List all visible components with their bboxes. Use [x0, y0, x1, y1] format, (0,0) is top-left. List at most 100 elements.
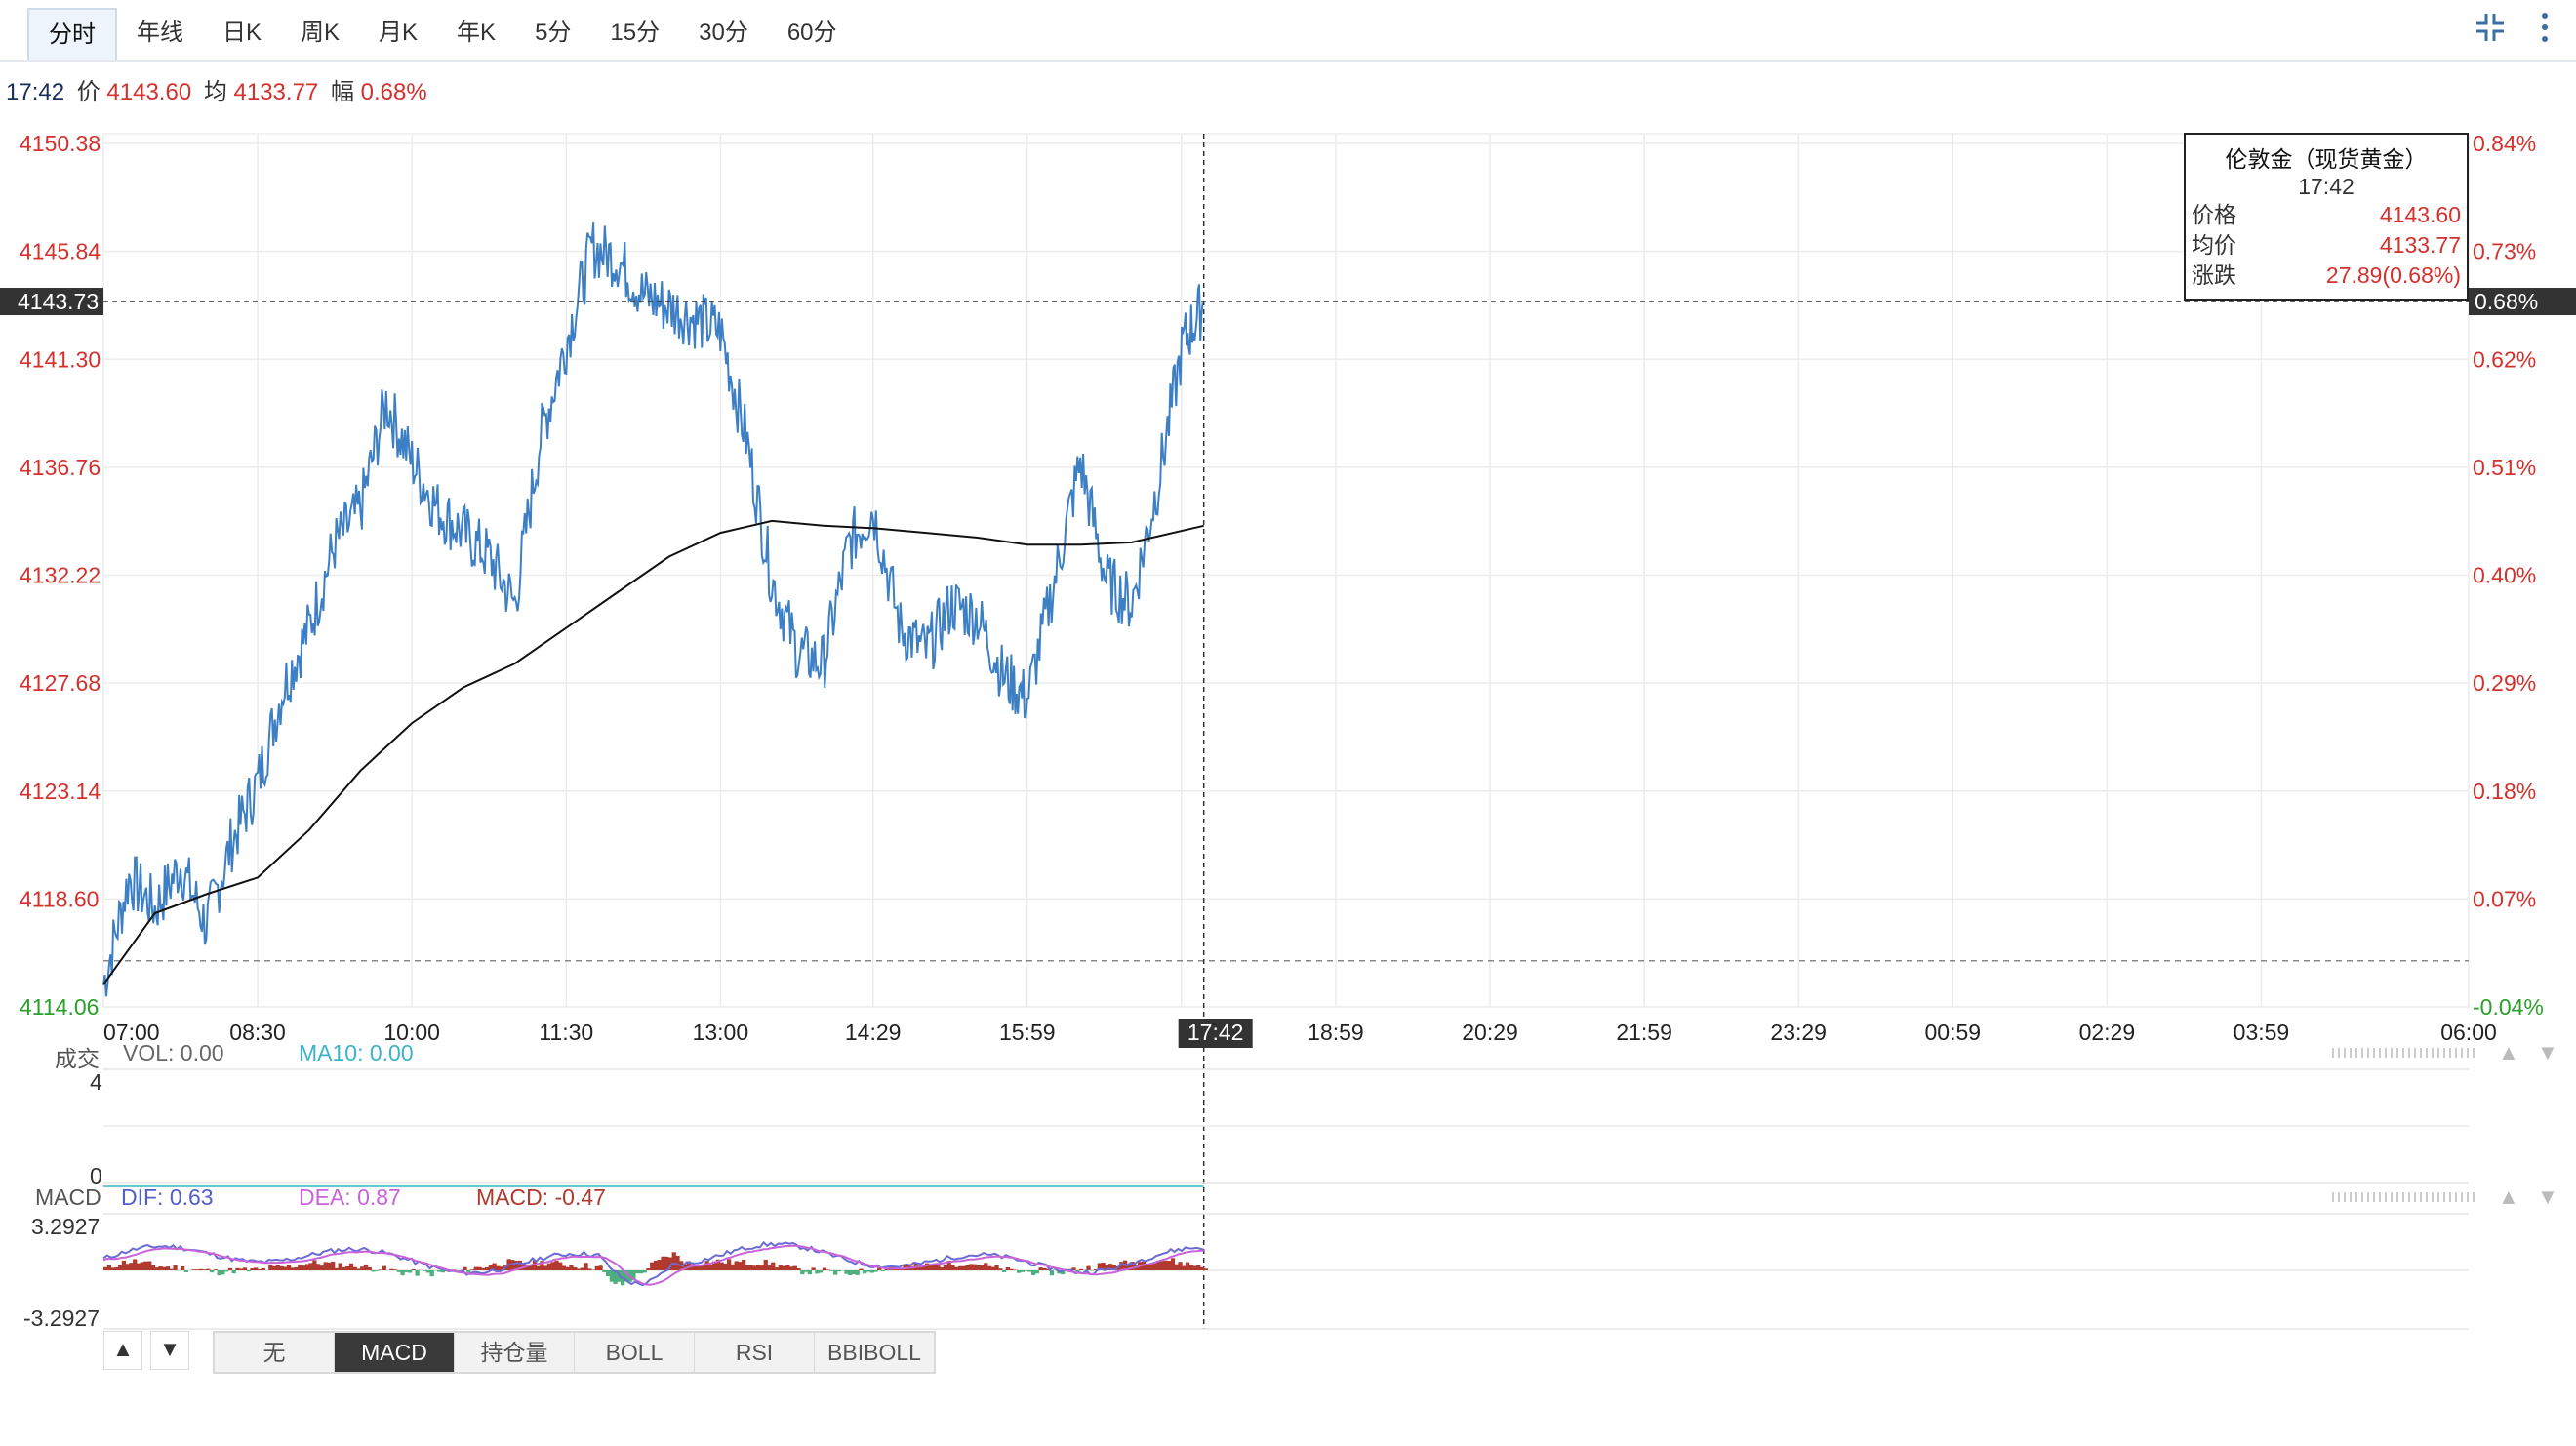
indicator-tab-2[interactable]: 持仓量 [455, 1333, 575, 1372]
macd-bar [727, 1259, 732, 1270]
macd-bar [356, 1268, 361, 1270]
x-tick: 13:00 [693, 1020, 749, 1045]
macd-bar [782, 1265, 786, 1270]
macd-bar [851, 1270, 857, 1275]
macd-bar [998, 1268, 1003, 1270]
tab-0[interactable]: 分时 [27, 8, 117, 60]
macd-bar [767, 1265, 772, 1270]
macd-down-icon[interactable]: ▼ [2537, 1185, 2558, 1209]
macd-bar [756, 1265, 761, 1270]
indicator-tab-4[interactable]: RSI [695, 1333, 815, 1372]
macd-bar [1078, 1268, 1084, 1270]
macd-bar [165, 1266, 171, 1270]
macd-bar [796, 1268, 801, 1270]
macd-bar [217, 1270, 221, 1276]
macd-bar [1145, 1265, 1149, 1270]
macd-bar [1016, 1270, 1022, 1273]
tab-3[interactable]: 周K [301, 20, 341, 46]
macd-bar [661, 1256, 665, 1270]
indicator-tab-3[interactable]: BOLL [575, 1333, 695, 1372]
macd-bar [294, 1266, 299, 1270]
tab-5[interactable]: 年K [457, 20, 497, 46]
macd-bar [378, 1269, 383, 1270]
macd-bar [925, 1263, 930, 1270]
x-tick: 03:59 [2234, 1020, 2290, 1045]
macd-bar [976, 1265, 981, 1270]
macd-bar [807, 1270, 812, 1275]
macd-bar [961, 1265, 966, 1270]
macd-bar [158, 1266, 163, 1270]
macd-bar [719, 1262, 724, 1270]
macd-bar [481, 1267, 486, 1270]
macd-bar [469, 1269, 475, 1270]
tab-4[interactable]: 月K [379, 20, 419, 46]
macd-bar [657, 1259, 662, 1270]
macd-bar [863, 1270, 867, 1274]
macd-bar [664, 1256, 669, 1270]
macd-bar [198, 1268, 203, 1270]
macd-bar [404, 1270, 409, 1272]
macd-up-icon[interactable]: ▲ [2498, 1185, 2519, 1209]
crosshair-pct: 0.68% [2475, 289, 2538, 314]
macd-bar [848, 1270, 853, 1275]
tab-2[interactable]: 日K [222, 20, 262, 46]
volume-down-icon[interactable]: ▼ [2537, 1040, 2558, 1064]
tooltip-price-label: 价格 [2192, 202, 2236, 227]
tab-9[interactable]: 60分 [786, 20, 837, 46]
tooltip-change-label: 涨跌 [2192, 262, 2236, 288]
panel-up-button[interactable]: ▲ [103, 1331, 142, 1370]
macd-bar [986, 1265, 992, 1270]
y-tick-right: 0.07% [2473, 886, 2536, 911]
macd-bar [517, 1260, 523, 1270]
macd-bar [598, 1265, 603, 1270]
macd-bar [1188, 1265, 1193, 1270]
volume-up-icon[interactable]: ▲ [2498, 1040, 2519, 1064]
macd-bar [1119, 1262, 1124, 1270]
chart-frame [102, 133, 2470, 1008]
macd-dea-line [102, 1244, 1204, 1286]
macd-ymax: 3.2927 [31, 1214, 101, 1239]
macd-bar [147, 1261, 152, 1270]
macd-panel-handle[interactable] [2332, 1192, 2478, 1202]
more-vertical-icon[interactable] [2525, 10, 2564, 49]
indicator-tab-0[interactable]: 无 [215, 1333, 335, 1372]
volume-panel-handle[interactable] [2332, 1048, 2478, 1058]
macd-bar [1155, 1260, 1161, 1270]
status-time: 17:42 [6, 79, 65, 105]
macd-bar [865, 1270, 871, 1272]
macd-bar [759, 1265, 765, 1270]
indicator-tab-5[interactable]: BBIBOLL [815, 1333, 934, 1372]
macd-bar [254, 1267, 259, 1270]
macd-bar [1203, 1268, 1208, 1270]
panel-down-button[interactable]: ▼ [150, 1331, 189, 1370]
macd-bar [257, 1268, 262, 1270]
macd-bar [602, 1270, 607, 1272]
macd-bar [133, 1259, 138, 1270]
macd-bar [1167, 1261, 1172, 1270]
macd-bar [723, 1263, 728, 1270]
macd-bar [499, 1266, 504, 1270]
price-tooltip: 伦敦金（现货黄金） 17:42 价格 4143.60 均价 4133.77 涨跌… [2184, 133, 2469, 301]
macd-bar [880, 1270, 886, 1271]
tab-7[interactable]: 15分 [610, 20, 661, 46]
y-tick-left: 4141.30 [20, 346, 101, 372]
macd-bar [1111, 1265, 1116, 1270]
macd-bar [250, 1268, 255, 1270]
crosshair-time-box [1178, 1019, 1253, 1048]
macd-bar [283, 1266, 288, 1270]
tooltip-avg: 4133.77 [2379, 232, 2461, 258]
macd-bar [536, 1265, 541, 1270]
price-line [102, 222, 1205, 997]
tab-8[interactable]: 30分 [699, 20, 748, 46]
collapse-icon[interactable] [2471, 10, 2510, 49]
macd-bar [316, 1264, 321, 1270]
macd-bar [763, 1259, 768, 1270]
macd-bar [154, 1267, 159, 1270]
indicator-tab-1[interactable]: MACD [335, 1333, 455, 1372]
y-tick-left: 4123.14 [20, 779, 101, 804]
macd-bar [367, 1266, 372, 1270]
tab-6[interactable]: 5分 [535, 20, 572, 46]
y-tick-right: 0.18% [2473, 779, 2536, 804]
tab-1[interactable]: 年线 [137, 20, 183, 46]
